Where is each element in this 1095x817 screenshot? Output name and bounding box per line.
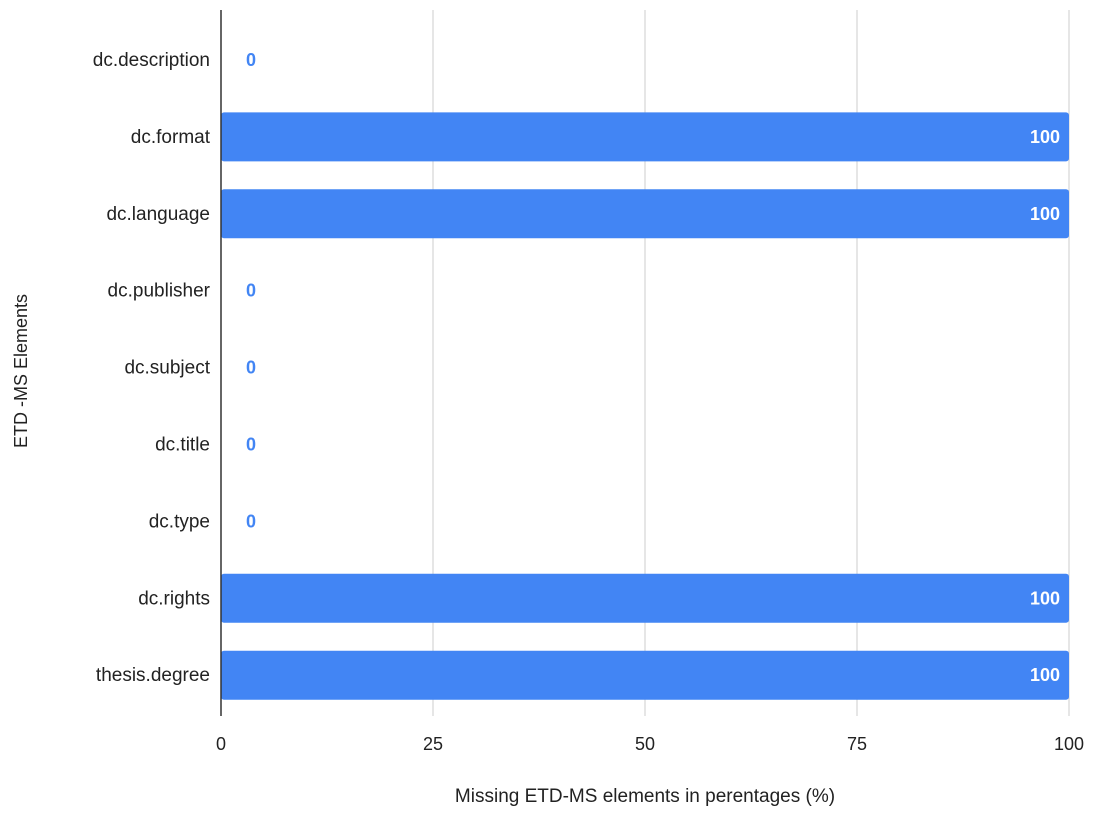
category-label: dc.subject [124,358,210,379]
x-axis-title: Missing ETD-MS elements in perentages (%… [455,786,835,807]
bar [221,573,1069,623]
x-tick-label: 0 [216,734,226,754]
x-tick-label: 100 [1054,734,1084,754]
data-label: 0 [246,358,256,378]
data-label: 0 [246,281,256,301]
category-label: dc.language [106,204,210,225]
category-label: dc.rights [138,588,210,609]
category-label: thesis.degree [96,665,210,686]
data-label: 0 [246,50,256,70]
x-tick-label: 75 [847,734,867,754]
category-label: dc.description [93,50,210,71]
x-tick-labels: 0 25 50 75 100 [216,734,1084,754]
bar [221,189,1069,239]
category-label: dc.publisher [108,281,211,302]
bar [221,650,1069,700]
category-label: dc.title [155,435,210,456]
data-label: 0 [246,435,256,455]
x-tick-label: 25 [423,734,443,754]
data-labels: 0 100 100 0 0 0 0 100 100 [246,50,1060,685]
data-label: 0 [246,511,256,531]
data-label: 100 [1030,588,1060,608]
bar [221,112,1069,162]
data-label: 100 [1030,665,1060,685]
data-label: 100 [1030,204,1060,224]
x-tick-label: 50 [635,734,655,754]
y-axis-title: ETD -MS Elements [11,294,31,448]
bars [221,112,1069,700]
category-labels: dc.description dc.format dc.language dc.pub… [93,50,211,686]
data-label: 100 [1030,127,1060,147]
category-label: dc.format [131,127,211,148]
category-label: dc.type [149,511,210,532]
